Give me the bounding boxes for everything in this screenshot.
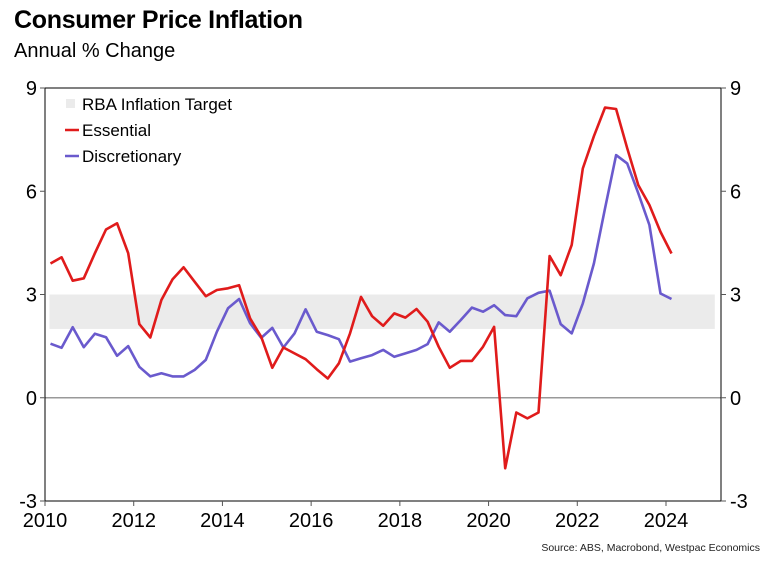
y-tick-label-left: 9	[26, 78, 37, 100]
y-tick-label-right: 9	[730, 78, 741, 100]
y-tick-label-left: -3	[19, 491, 37, 513]
series-line-discretionary	[50, 153, 673, 378]
y-tick-label-left: 0	[26, 388, 37, 410]
x-tick-label: 2014	[200, 510, 245, 532]
axes-layer: -3 -3 0 0 3 3 6 6 9 9 2010 2012 2014 2016 2018 2020 2022…	[19, 78, 748, 532]
x-tick-label: 2022	[555, 510, 600, 532]
x-tick-label: 2020	[466, 510, 511, 532]
legend: RBA Inflation Target Essential Discretio…	[65, 95, 232, 166]
x-tick-label: 2010	[23, 510, 68, 532]
y-tick-label-right: -3	[730, 491, 748, 513]
x-tick-label: 2016	[289, 510, 334, 532]
legend-label-discretionary: Discretionary	[82, 147, 182, 166]
legend-label-essential: Essential	[82, 121, 151, 140]
y-tick-label-left: 3	[26, 285, 37, 307]
chart-title: Consumer Price Inflation	[14, 6, 303, 34]
series-layer	[49, 106, 673, 470]
x-tick-label: 2024	[644, 510, 689, 532]
series-line-essential	[49, 106, 673, 470]
y-tick-label-left: 6	[26, 181, 37, 203]
legend-swatch-target-band	[66, 99, 75, 108]
x-tick-label: 2012	[111, 510, 156, 532]
y-tick-label-right: 0	[730, 388, 741, 410]
chart-subtitle: Annual % Change	[14, 40, 176, 62]
x-tick-label: 2018	[378, 510, 423, 532]
y-tick-label-right: 3	[730, 285, 741, 307]
y-tick-label-right: 6	[730, 181, 741, 203]
source-note: Source: ABS, Macrobond, Westpac Economic…	[541, 542, 760, 554]
legend-label-target-band: RBA Inflation Target	[82, 95, 232, 114]
